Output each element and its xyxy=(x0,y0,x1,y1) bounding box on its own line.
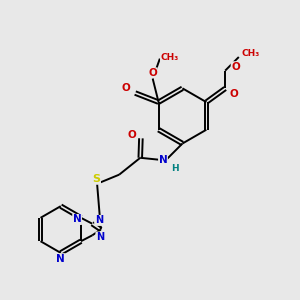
Text: O: O xyxy=(231,62,240,72)
Text: N: N xyxy=(159,155,167,165)
Text: S: S xyxy=(92,174,101,184)
Text: N: N xyxy=(73,214,82,224)
Text: N: N xyxy=(96,232,104,242)
Text: CH₃: CH₃ xyxy=(160,52,179,62)
Text: N: N xyxy=(94,215,103,225)
Text: O: O xyxy=(128,130,136,140)
Text: CH₃: CH₃ xyxy=(241,49,259,58)
Text: O: O xyxy=(148,68,157,78)
Text: N: N xyxy=(56,254,65,264)
Text: H: H xyxy=(171,164,178,173)
Text: O: O xyxy=(230,89,239,99)
Text: O: O xyxy=(122,83,130,93)
